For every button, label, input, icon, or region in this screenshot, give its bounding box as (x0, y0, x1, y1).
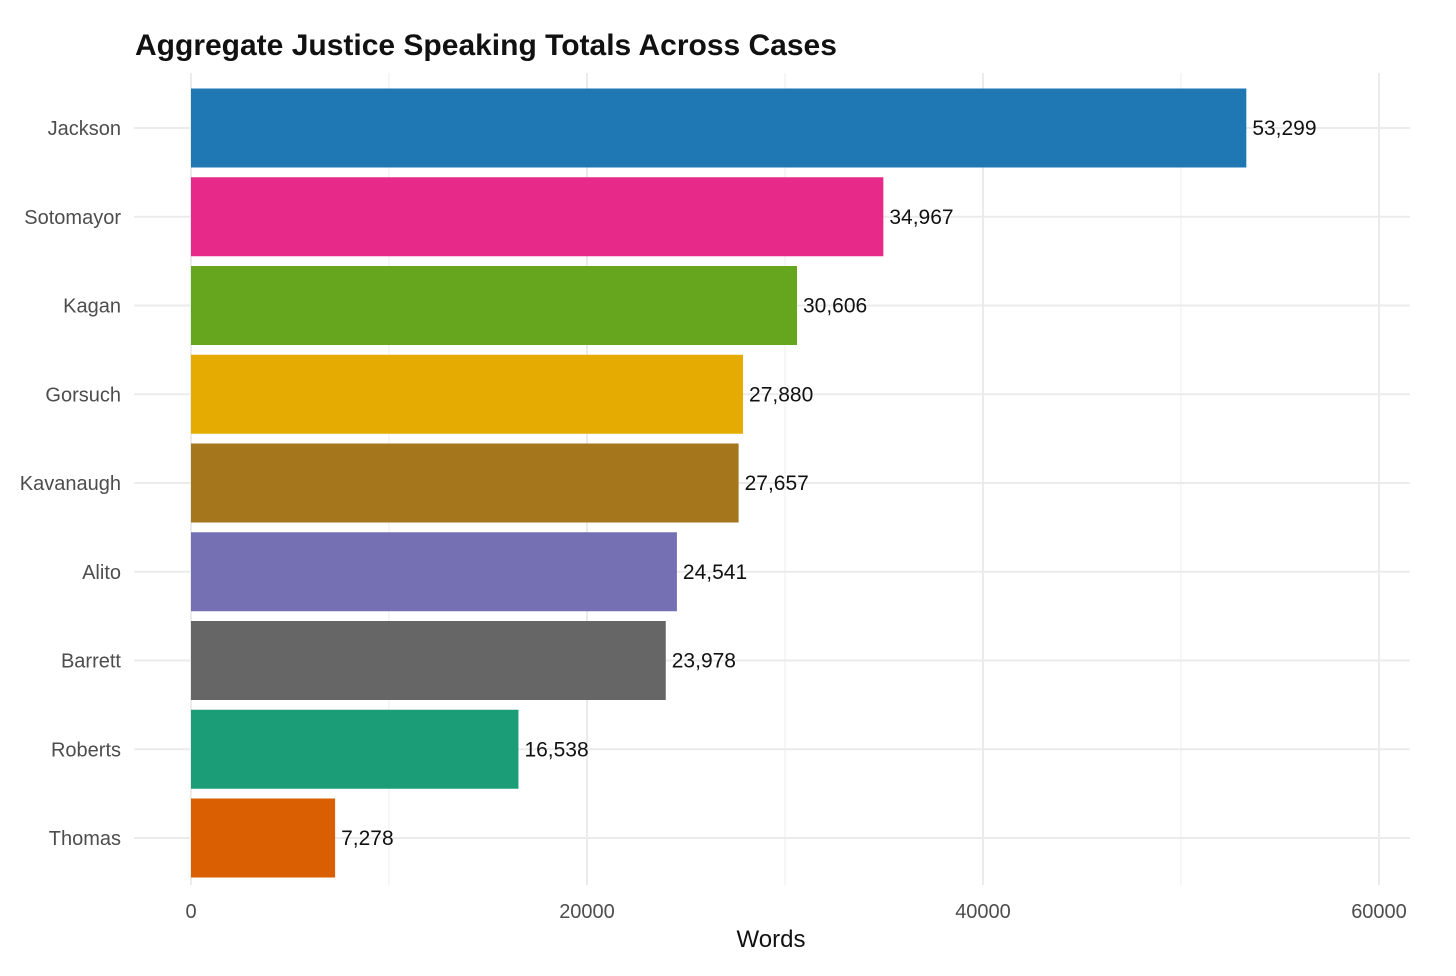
category-label-gorsuch: Gorsuch (45, 384, 121, 406)
category-label-alito: Alito (82, 562, 121, 584)
value-label-kavanaugh: 27,657 (745, 472, 809, 495)
value-labels: 53,299 34,967 30,606 27,880 27,657 24,541 23,9… (341, 117, 1316, 850)
value-label-gorsuch: 27,880 (749, 383, 813, 406)
value-label-alito: 24,541 (683, 561, 747, 584)
bar-alito (191, 532, 677, 612)
category-label-kagan: Kagan (63, 296, 121, 318)
category-labels: Jackson Sotomayor Kagan Gorsuch Kavanaugh Ali… (20, 118, 122, 850)
chart-title: Aggregate Justice Speaking Totals Across… (135, 29, 837, 62)
x-tick-label: 60000 (1351, 901, 1407, 923)
value-label-barrett: 23,978 (672, 650, 736, 673)
y-axis-ticks (134, 127, 191, 839)
bars (191, 88, 1247, 878)
value-label-kagan: 30,606 (803, 295, 867, 318)
value-label-roberts: 16,538 (524, 738, 588, 761)
bar-barrett (191, 621, 666, 700)
x-tick-label: 20000 (559, 901, 615, 923)
bar-roberts (191, 709, 519, 789)
value-label-thomas: 7,278 (341, 827, 394, 850)
bar-gorsuch (191, 354, 744, 434)
category-label-roberts: Roberts (51, 739, 121, 761)
x-axis-tick-labels: 0 20000 40000 60000 (185, 901, 1406, 923)
category-label-jackson: Jackson (48, 118, 121, 140)
x-tick-label: 40000 (955, 901, 1011, 923)
bar-sotomayor (191, 177, 884, 257)
x-axis-title: Words (737, 926, 806, 953)
category-label-barrett: Barrett (61, 651, 121, 673)
x-tick-label: 0 (185, 901, 196, 923)
category-label-kavanaugh: Kavanaugh (20, 473, 121, 495)
category-label-sotomayor: Sotomayor (24, 207, 121, 229)
bar-jackson (191, 88, 1247, 168)
value-label-sotomayor: 34,967 (889, 206, 953, 229)
category-label-thomas: Thomas (49, 828, 121, 850)
bar-kavanaugh (191, 443, 739, 523)
bar-kagan (191, 266, 797, 345)
bar-thomas (191, 798, 336, 878)
value-label-jackson: 53,299 (1252, 117, 1316, 140)
